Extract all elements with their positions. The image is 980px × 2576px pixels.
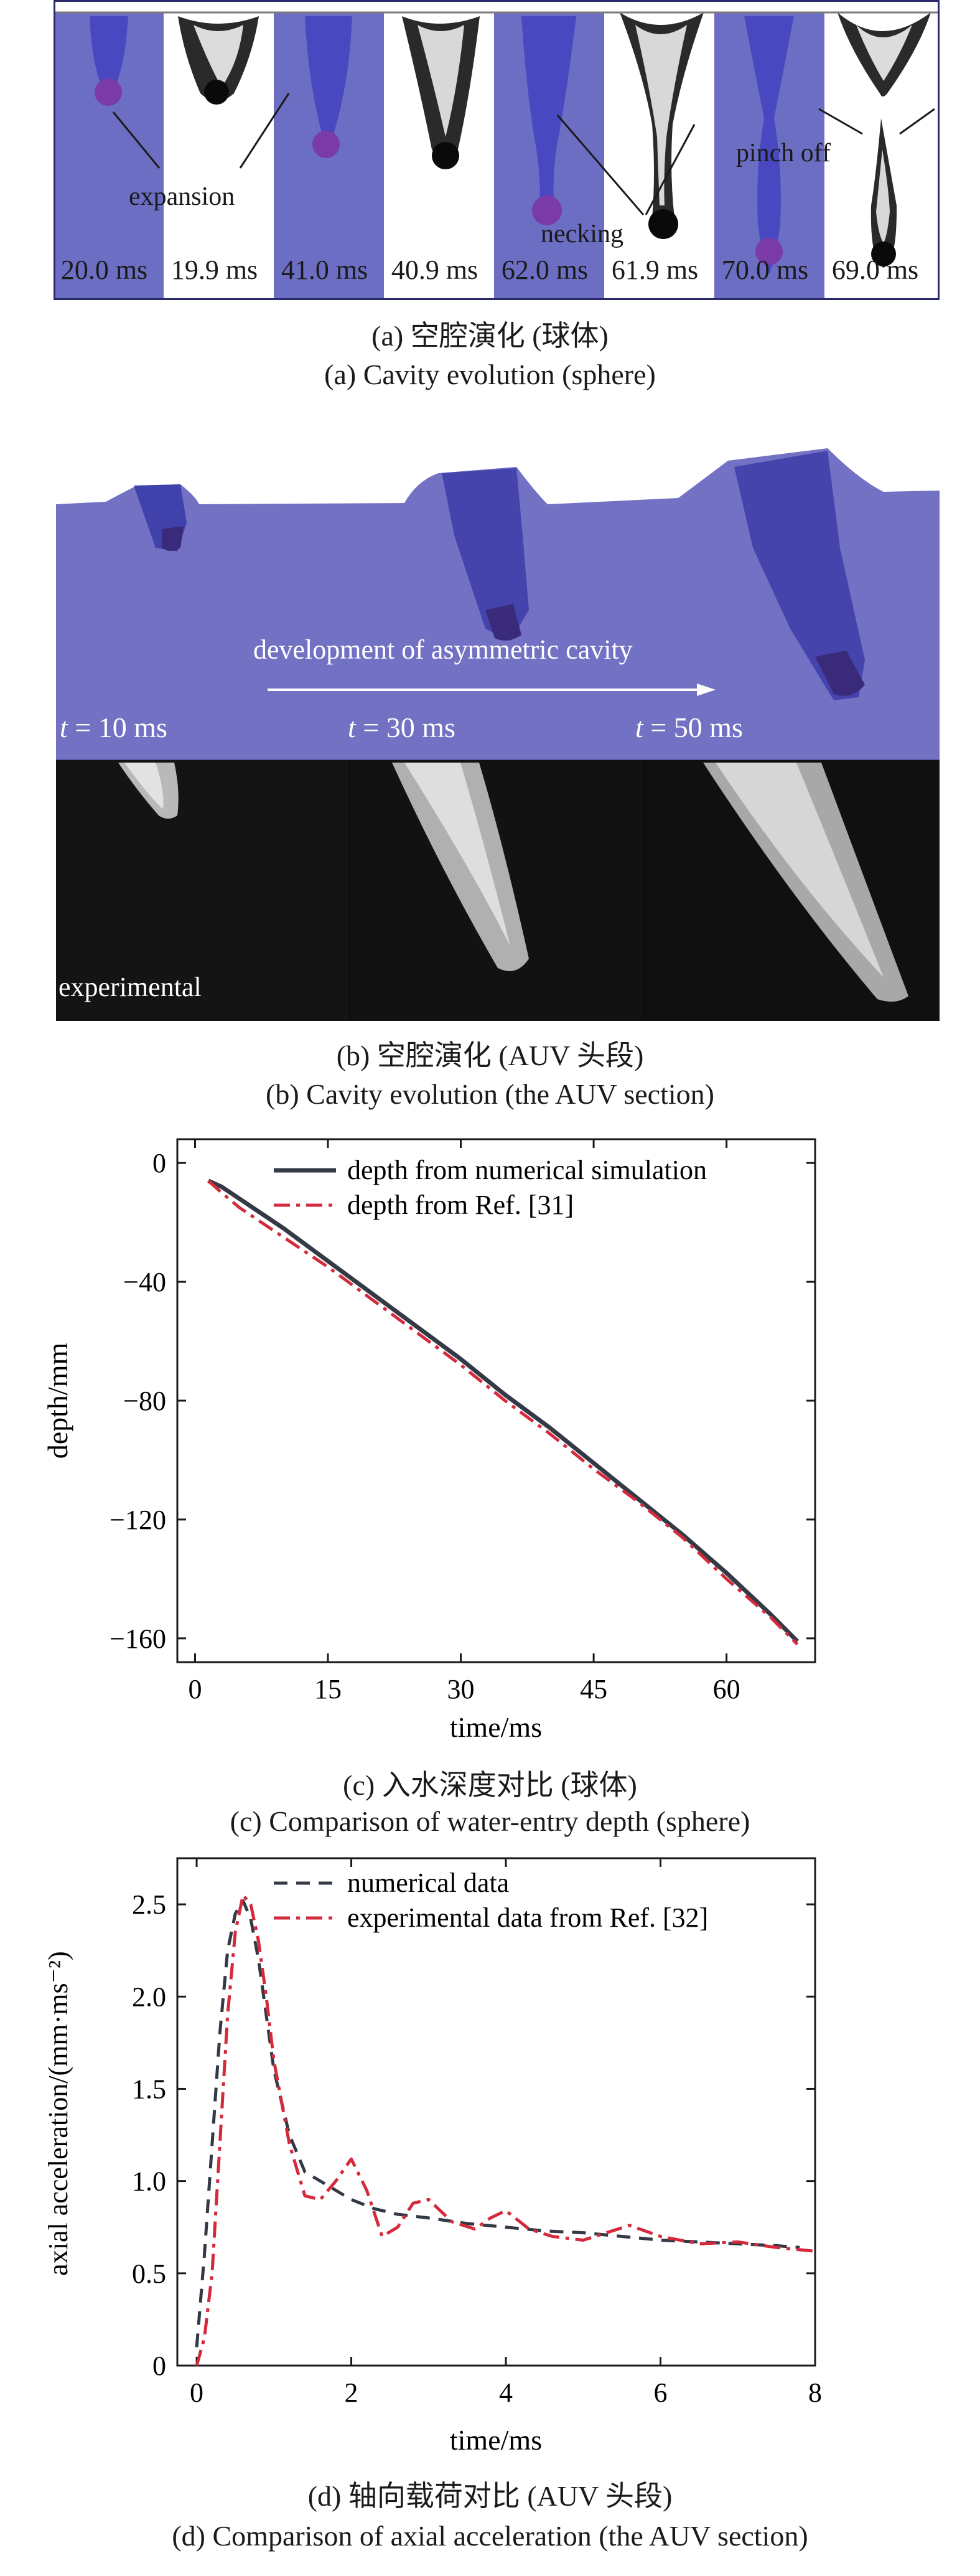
y-axis-label: depth/mm <box>42 1343 73 1459</box>
frame-time-label: 40.9 ms <box>391 255 478 285</box>
frame-time-label: 19.9 ms <box>170 255 258 285</box>
annotation-expansion: expansion <box>129 182 235 211</box>
plot-frame <box>176 1857 816 2367</box>
x-tick-label: 6 <box>654 2377 668 2408</box>
x-tick-label: 2 <box>345 2377 358 2408</box>
caption-a-en: (a) Cavity evolution (sphere) <box>324 359 656 390</box>
time-label-10ms: t = 10 ms <box>60 712 167 743</box>
series-line-2 <box>207 1179 799 1646</box>
x-tick-label: 0 <box>190 2377 203 2408</box>
y-tick-label: 1.5 <box>132 2074 166 2104</box>
x-tick-label: 60 <box>713 1674 740 1704</box>
tick-group: 0 2 4 6 8 0 0.5 1.0 1.5 2.0 2.5 <box>132 1858 822 2408</box>
axial-acceleration-chart: 0 2 4 6 8 0 0.5 1.0 1.5 2.0 2.5 numerical data expe… <box>43 1857 822 2456</box>
series-group <box>207 1178 799 1646</box>
legend-label: numerical data <box>347 1868 509 1898</box>
x-tick-label: 0 <box>188 1674 202 1704</box>
frame-time-label: 61.9 ms <box>611 255 699 285</box>
experimental-frames <box>164 12 940 300</box>
depth-comparison-chart: 0 15 30 45 60 0 −40 −80 −120 −160 depth from nume… <box>42 1138 816 1743</box>
series-line-1 <box>207 1178 799 1643</box>
auv-cavity-evolution-image <box>56 423 940 1021</box>
experimental-label: experimental <box>58 972 202 1002</box>
x-tick-label: 15 <box>314 1674 342 1704</box>
arrow-label: development of asymmetric cavity <box>253 634 633 665</box>
y-tick-label: −160 <box>110 1624 166 1654</box>
caption-b-cn: (b) 空腔演化 (AUV 头段) <box>336 1040 644 1071</box>
y-tick-label: −120 <box>110 1505 166 1535</box>
x-tick-label: 4 <box>499 2377 513 2408</box>
legend-label: experimental data from Ref. [32] <box>347 1902 708 1933</box>
y-tick-label: 0 <box>152 2351 166 2381</box>
simulation-frames <box>54 12 824 300</box>
y-tick-label: 2.5 <box>132 1889 166 1920</box>
y-tick-label: 2.0 <box>132 1981 166 2012</box>
time-label-30ms: t = 30 ms <box>348 712 455 743</box>
y-tick-label: −40 <box>123 1267 166 1297</box>
caption-b-en: (b) Cavity evolution (the AUV section) <box>266 1078 714 1110</box>
y-tick-label: 1.0 <box>132 2166 166 2197</box>
annotation-pinch-off: pinch off <box>736 139 831 167</box>
series-group <box>195 1893 816 2366</box>
caption-d-cn: (d) 轴向载荷对比 (AUV 头段) <box>307 2480 673 2512</box>
caption-d-en: (d) Comparison of axial acceleration (th… <box>172 2520 808 2552</box>
legend: depth from numerical simulation depth fro… <box>274 1155 707 1220</box>
x-axis-label: time/ms <box>450 1711 542 1743</box>
y-tick-label: 0 <box>152 1148 166 1178</box>
annotation-necking: necking <box>541 220 623 248</box>
frame-time-label: 41.0 ms <box>281 255 368 285</box>
caption-a-cn: (a) 空腔演化 (球体) <box>371 320 609 352</box>
legend-label: depth from Ref. [31] <box>347 1190 574 1220</box>
y-axis-label: axial acceleration/(mm·ms⁻²) <box>43 1951 73 2275</box>
experimental-photos <box>56 759 940 1021</box>
x-tick-label: 8 <box>808 2377 822 2408</box>
caption-c-cn: (c) 入水深度对比 (球体) <box>343 1769 637 1801</box>
x-axis-label: time/ms <box>450 2424 542 2456</box>
frame-time-label: 20.0 ms <box>60 255 148 285</box>
legend: numerical data experimental data from Ref… <box>274 1868 708 1933</box>
legend-label: depth from numerical simulation <box>347 1155 707 1185</box>
series-line-2 <box>195 1893 816 2366</box>
frame-time-label: 69.0 ms <box>831 255 919 285</box>
tick-group: 0 15 30 45 60 0 −40 −80 −120 −160 <box>110 1139 815 1704</box>
x-tick-label: 45 <box>580 1674 607 1704</box>
x-tick-label: 30 <box>447 1674 475 1704</box>
time-label-50ms: t = 50 ms <box>635 712 743 743</box>
frame-time-label: 70.0 ms <box>721 255 809 285</box>
y-tick-label: 0.5 <box>132 2259 166 2289</box>
series-line-1 <box>195 1899 800 2348</box>
frame-time-label: 62.0 ms <box>501 255 589 285</box>
y-tick-label: −80 <box>123 1386 166 1416</box>
caption-c-en: (c) Comparison of water-entry depth (sph… <box>230 1805 750 1837</box>
sphere-cavity-sequence-image <box>54 0 940 300</box>
